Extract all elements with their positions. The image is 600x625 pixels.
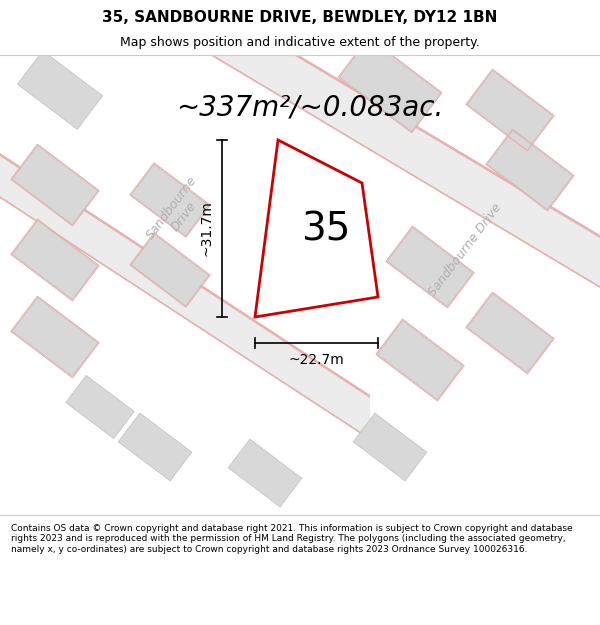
Polygon shape bbox=[13, 146, 98, 224]
Text: Contains OS data © Crown copyright and database right 2021. This information is : Contains OS data © Crown copyright and d… bbox=[11, 524, 572, 554]
Polygon shape bbox=[0, 140, 370, 440]
Text: Map shows position and indicative extent of the property.: Map shows position and indicative extent… bbox=[120, 36, 480, 49]
Polygon shape bbox=[210, 53, 600, 300]
Text: 35: 35 bbox=[302, 210, 351, 248]
Polygon shape bbox=[66, 376, 134, 439]
Polygon shape bbox=[0, 140, 370, 398]
Text: ~22.7m: ~22.7m bbox=[289, 353, 344, 367]
Polygon shape bbox=[340, 39, 440, 131]
Polygon shape bbox=[467, 71, 553, 149]
Polygon shape bbox=[228, 439, 302, 507]
Polygon shape bbox=[255, 140, 378, 317]
Polygon shape bbox=[353, 413, 427, 481]
Text: 35, SANDBOURNE DRIVE, BEWDLEY, DY12 1BN: 35, SANDBOURNE DRIVE, BEWDLEY, DY12 1BN bbox=[103, 10, 497, 25]
Text: Sandbourne
Drive: Sandbourne Drive bbox=[144, 174, 212, 251]
Polygon shape bbox=[210, 2, 600, 250]
Polygon shape bbox=[388, 228, 473, 306]
Text: Sandbourne Drive: Sandbourne Drive bbox=[426, 201, 504, 299]
Text: ~31.7m: ~31.7m bbox=[200, 201, 214, 256]
Polygon shape bbox=[487, 131, 572, 209]
Polygon shape bbox=[13, 221, 98, 299]
Polygon shape bbox=[131, 164, 209, 236]
Polygon shape bbox=[467, 294, 553, 372]
Polygon shape bbox=[13, 298, 98, 376]
Polygon shape bbox=[377, 321, 463, 399]
Polygon shape bbox=[17, 51, 103, 129]
Polygon shape bbox=[0, 183, 370, 440]
Text: ~337m²/~0.083ac.: ~337m²/~0.083ac. bbox=[176, 93, 443, 121]
Polygon shape bbox=[210, 2, 600, 300]
Polygon shape bbox=[131, 234, 209, 306]
Polygon shape bbox=[118, 413, 192, 481]
